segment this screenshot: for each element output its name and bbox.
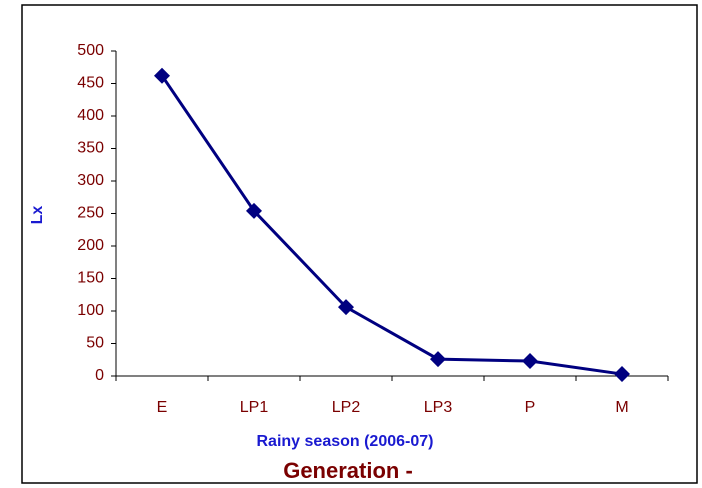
- x-tick-label: E: [157, 399, 168, 416]
- data-line: [160, 74, 623, 376]
- y-tick-label: 150: [77, 270, 104, 287]
- data-point: [246, 202, 262, 219]
- x-tick-label: M: [615, 399, 628, 416]
- y-tick-label: 400: [77, 107, 104, 124]
- x-tick-label: P: [525, 399, 536, 416]
- x-tick-label: LP3: [424, 399, 453, 416]
- data-point: [338, 299, 354, 316]
- y-tick-label: 250: [77, 205, 104, 222]
- data-point: [522, 353, 538, 370]
- y-axis-label: Lx: [29, 206, 46, 225]
- y-tick-label: 500: [77, 42, 104, 59]
- y-tick-label: 50: [86, 335, 104, 352]
- x-axis-label: Rainy season (2006-07): [257, 433, 434, 450]
- y-tick-label: 0: [95, 367, 104, 384]
- y-tick-label: 200: [77, 237, 104, 254]
- data-point: [154, 67, 170, 84]
- chart-frame: [21, 4, 698, 484]
- y-tick-label: 300: [77, 172, 104, 189]
- data-point: [430, 351, 446, 368]
- data-point: [614, 366, 630, 383]
- y-tick-label: 450: [77, 75, 104, 92]
- annotation: Generation -: [283, 458, 413, 483]
- annotation-group: Generation -: [283, 458, 413, 483]
- x-tick-label: LP1: [240, 399, 269, 416]
- x-tick-label: LP2: [332, 399, 361, 416]
- y-tick-label: 100: [77, 302, 104, 319]
- y-tick-label: 350: [77, 140, 104, 157]
